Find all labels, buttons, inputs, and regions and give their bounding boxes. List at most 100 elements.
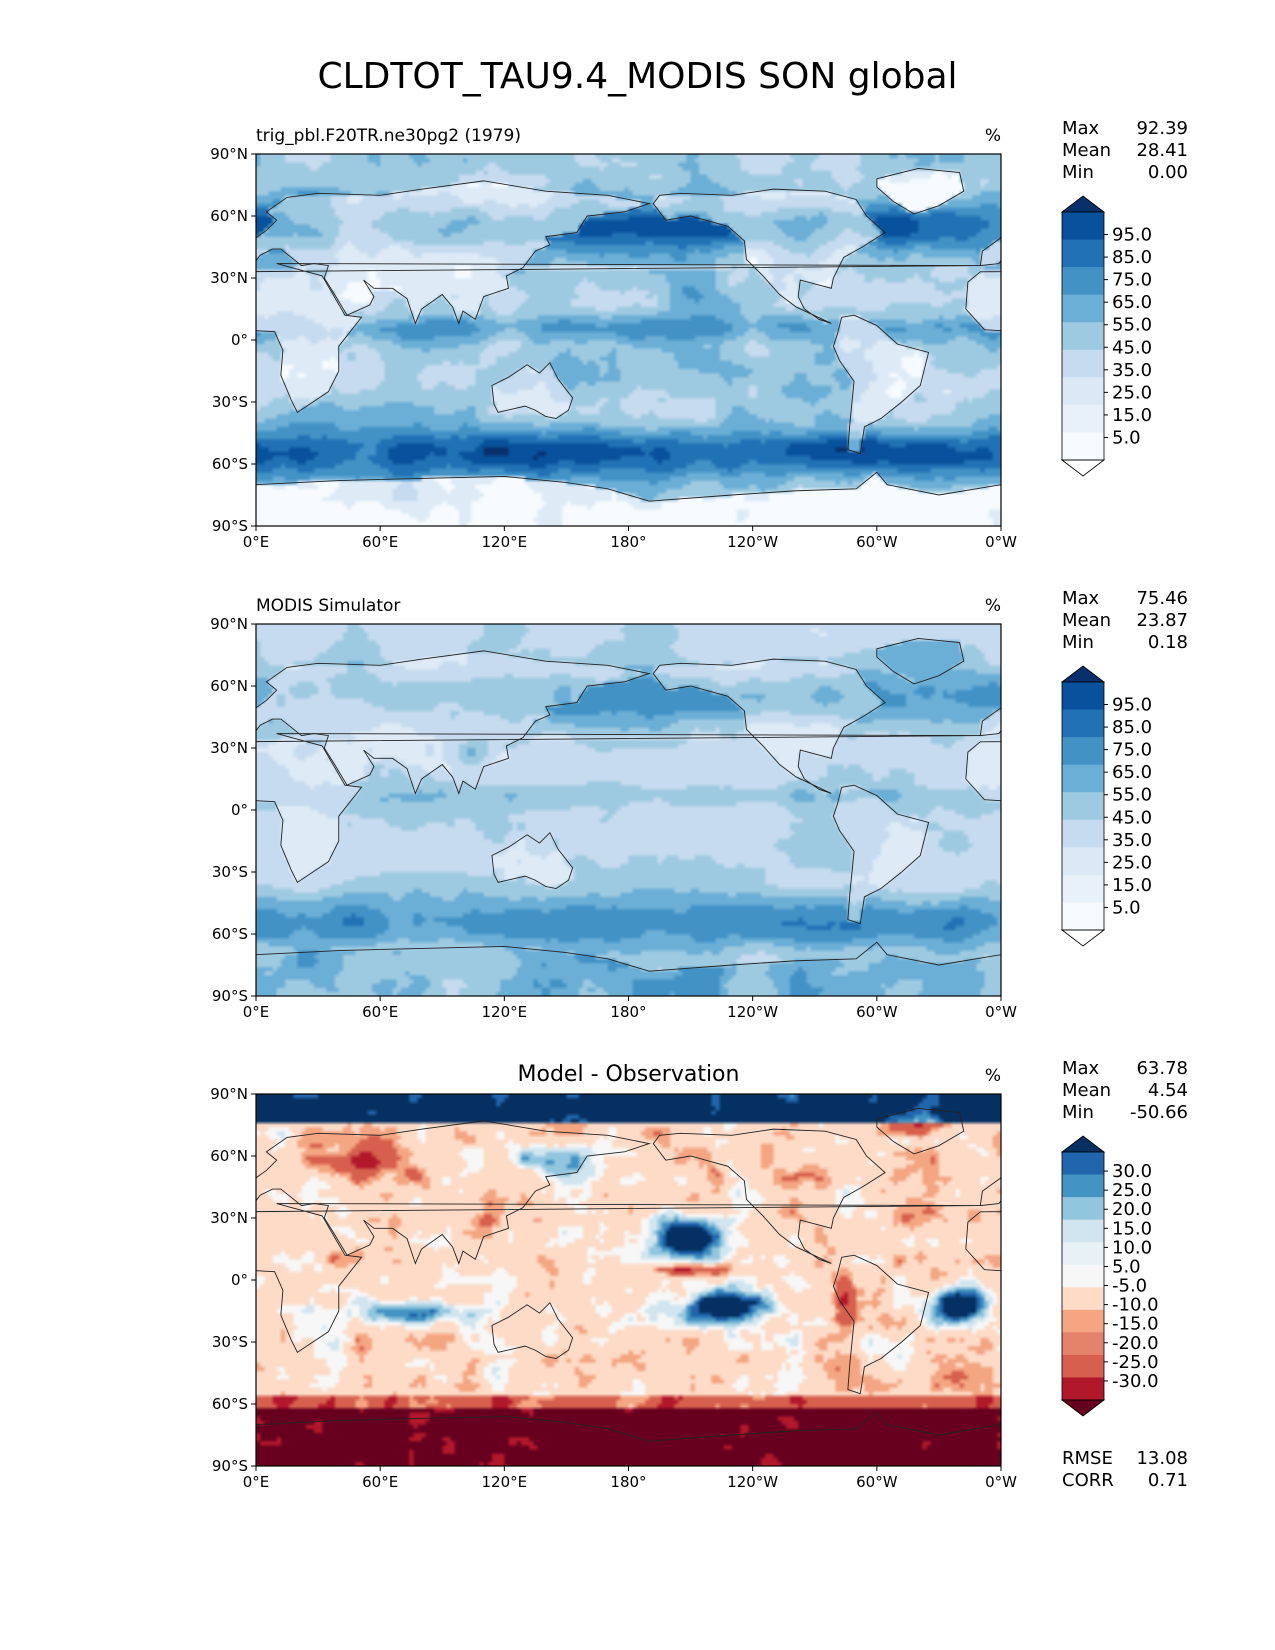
x-tick-label: 180° (610, 533, 646, 551)
coastline-eurasia (256, 650, 651, 795)
y-tick-label: 90°S (212, 987, 248, 1005)
panel-title: trig_pbl.F20TR.ne30pg2 (1979) (256, 126, 521, 146)
colorbar-label: -20.0 (1112, 1333, 1159, 1354)
colorbar-label: 25.0 (1112, 852, 1152, 873)
colorbar-extend-top (1060, 665, 1106, 683)
colorbar-frame (1061, 681, 1105, 931)
colorbar-label: -25.0 (1112, 1352, 1159, 1373)
y-tick-label: 90°N (210, 615, 248, 633)
colorbar-label: 20.0 (1112, 1199, 1152, 1220)
y-tick-label: 60°N (210, 1147, 248, 1165)
stat-value: 23.87 (1136, 610, 1188, 631)
coastline-namerica (652, 1128, 886, 1264)
x-tick-label: 0°E (243, 533, 270, 551)
coastline-namerica (0, 659, 140, 793)
coastline-africa (965, 1211, 1001, 1272)
stat-label: Min (1062, 162, 1094, 183)
contour-field (256, 154, 1001, 526)
stat-value: 0.71 (1148, 1470, 1188, 1491)
x-tick-label: 60°E (362, 1003, 398, 1021)
coastline-antarctica (1000, 954, 1001, 996)
map-panel-1: 0°E 60°E 120°E 180° 120°W 60°W 0°W 90°N 60°N 30°N… (0, 118, 1275, 551)
coastline-australia (1237, 833, 1275, 889)
y-tick-label: 0° (231, 1271, 248, 1289)
colorbar-segment (1062, 294, 1104, 323)
colorbar-segment (1062, 737, 1104, 766)
x-tick-label: 180° (610, 1003, 646, 1021)
colorbar: 95.085.075.065.055.045.035.025.015.05.0 (1060, 665, 1152, 947)
coastline-australia (491, 361, 574, 420)
x-tick-label: 60°E (362, 1473, 398, 1491)
coastline-australia (491, 1301, 574, 1360)
stat-value: 0.18 (1148, 632, 1188, 653)
stat-value: 75.46 (1136, 588, 1188, 609)
coastlines (0, 1108, 1001, 1466)
y-tick-label: 60°S (212, 1395, 248, 1413)
colorbar-segment (1062, 212, 1104, 241)
colorbar-label: -5.0 (1112, 1276, 1147, 1297)
colorbar-segment (1062, 792, 1104, 821)
colorbar-label: 85.0 (1112, 247, 1152, 268)
colorbar-extend-bottom (1060, 459, 1106, 477)
colorbar-segment (1062, 1197, 1104, 1221)
colorbar-label: 45.0 (1112, 337, 1152, 358)
coastline-antarctica (256, 1411, 1001, 1466)
colorbar-segment (1062, 847, 1104, 876)
colorbar-label: 45.0 (1112, 807, 1152, 828)
coastline-namerica (0, 189, 140, 323)
y-tick-label: 30°S (212, 863, 248, 881)
colorbar-label: 5.0 (1112, 897, 1141, 918)
units-label: % (985, 596, 1001, 616)
colorbar-segment (1062, 1264, 1104, 1288)
colorbar-segment (1062, 267, 1104, 296)
y-tick-label: 30°N (210, 1209, 248, 1227)
map-panel-2: 0°E 60°E 120°E 180° 120°W 60°W 0°W 90°N 60°N 30°N… (0, 588, 1275, 1021)
y-tick-label: 90°N (210, 1085, 248, 1103)
colorbar-extend-top (1060, 1135, 1106, 1153)
units-label: % (985, 1066, 1001, 1086)
stat-value: 92.39 (1136, 118, 1188, 139)
x-tick-label: 60°W (856, 533, 898, 551)
colorbar-label: 95.0 (1112, 695, 1152, 716)
coastline-samerica (88, 1255, 183, 1393)
colorbar-segment (1062, 1219, 1104, 1243)
x-tick-label: 120°W (727, 1473, 778, 1491)
colorbar-label: 30.0 (1112, 1161, 1152, 1182)
colorbar-segment (1062, 1377, 1104, 1401)
stat-label: RMSE (1062, 1448, 1113, 1469)
stat-label: Max (1062, 118, 1100, 139)
coastline-greenland (876, 1108, 965, 1155)
x-tick-label: 0°E (243, 1473, 270, 1491)
coastline-antarctica (256, 941, 1001, 996)
colorbar-segment (1062, 322, 1104, 351)
x-tick-label: 60°W (856, 1003, 898, 1021)
coastline-samerica (88, 315, 183, 453)
coastline-africa (256, 733, 981, 883)
y-tick-label: 90°N (210, 145, 248, 163)
colorbar-segment (1062, 377, 1104, 406)
coastline-greenland (132, 168, 219, 213)
coastline-australia (1237, 363, 1275, 419)
coastline-samerica (832, 314, 930, 455)
colorbar-segment (1062, 239, 1104, 268)
coastlines (0, 638, 1275, 996)
colorbar-label: -15.0 (1112, 1314, 1159, 1335)
x-tick-label: 0°W (985, 533, 1017, 551)
colorbar-label: 35.0 (1112, 830, 1152, 851)
coastline-namerica (0, 1129, 140, 1263)
y-tick-label: 30°S (212, 393, 248, 411)
colorbar-segment (1062, 902, 1104, 931)
y-tick-label: 30°S (212, 1333, 248, 1351)
colorbar-segment (1062, 709, 1104, 738)
colorbar-segment (1062, 1287, 1104, 1311)
colorbar-label: 35.0 (1112, 360, 1152, 381)
y-tick-label: 60°S (212, 455, 248, 473)
coastline-africa (0, 1204, 235, 1353)
colorbar-label: 15.0 (1112, 405, 1152, 426)
y-tick-label: 30°N (210, 269, 248, 287)
colorbar-extend-top (1060, 195, 1106, 213)
y-tick-label: 30°N (210, 739, 248, 757)
x-tick-label: 60°E (362, 533, 398, 551)
colorbar: 95.085.075.065.055.045.035.025.015.05.0 (1060, 195, 1152, 477)
